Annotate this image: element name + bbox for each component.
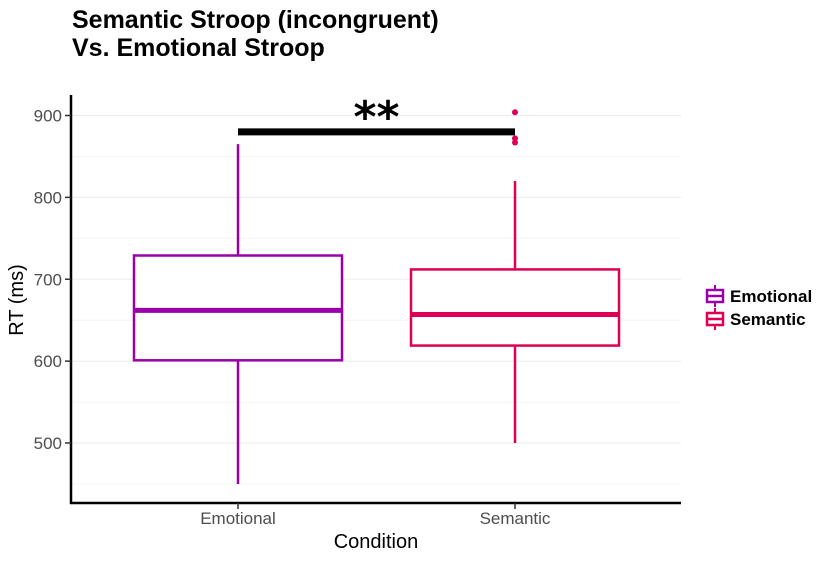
significance-annotation: **	[238, 92, 515, 143]
y-ticks: 500 600 700 800 900	[34, 107, 71, 453]
y-tick-label: 800	[34, 188, 62, 207]
significance-label: **	[353, 92, 399, 143]
legend: Emotional Semantic	[705, 285, 812, 330]
y-axis-title: RT (ms)	[6, 264, 28, 335]
chart-title-line-1: Semantic Stroop (incongruent)	[72, 6, 439, 34]
y-tick-label: 700	[34, 270, 62, 289]
legend-label: Semantic	[730, 310, 806, 329]
box-semantic	[409, 109, 621, 443]
chart-title: Semantic Stroop (incongruent) Vs. Emotio…	[72, 6, 439, 62]
iqr-box	[409, 268, 621, 347]
outlier-point	[512, 139, 518, 146]
x-ticks: Emotional Semantic	[200, 503, 551, 528]
box-emotional	[132, 144, 344, 484]
legend-item-emotional: Emotional	[705, 285, 812, 307]
y-tick-label: 600	[34, 352, 62, 371]
x-tick-label: Emotional	[200, 509, 276, 528]
chart-title-line-2: Vs. Emotional Stroop	[72, 34, 325, 62]
y-tick-label: 900	[34, 107, 62, 126]
outlier-point	[512, 109, 518, 116]
y-tick-label: 500	[34, 434, 62, 453]
x-tick-label: Semantic	[480, 509, 551, 528]
x-axis-title: Condition	[334, 531, 419, 553]
legend-label: Emotional	[730, 287, 812, 306]
box-series	[132, 109, 621, 484]
axes	[69, 95, 681, 505]
legend-item-semantic: Semantic	[705, 308, 806, 330]
